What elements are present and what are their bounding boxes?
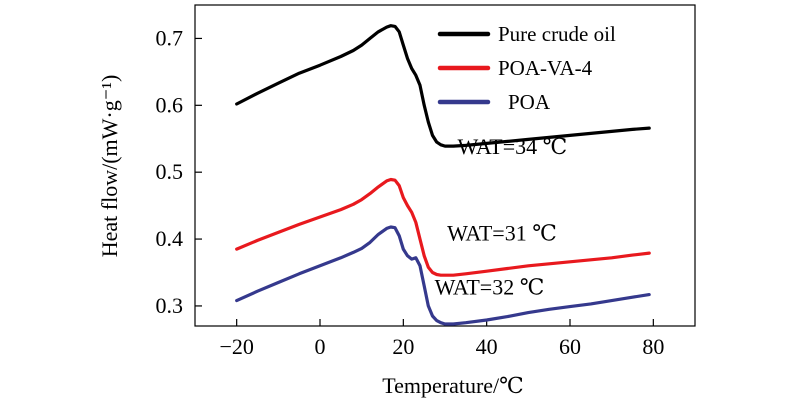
x-axis-title: Temperature/℃ (382, 373, 524, 398)
y-axis-title: Heat flow/(mW·g⁻¹) (97, 75, 122, 258)
x-tick-label: 20 (392, 334, 414, 359)
y-tick-label: 0.7 (156, 25, 184, 50)
y-tick-label: 0.3 (156, 293, 184, 318)
x-tick-label: −20 (219, 334, 253, 359)
x-tick-label: 60 (559, 334, 581, 359)
y-tick-label: 0.6 (156, 92, 184, 117)
legend-label: POA (508, 90, 551, 114)
legend-label: Pure crude oil (498, 22, 616, 46)
x-tick-label: 0 (315, 334, 326, 359)
y-tick-label: 0.5 (156, 159, 184, 184)
series-line-poa (235, 225, 651, 326)
x-tick-label: 80 (642, 334, 664, 359)
series-line-poa-va-4 (235, 177, 651, 277)
series-line-pure-crude-oil (235, 24, 651, 148)
y-tick-label: 0.4 (156, 226, 184, 251)
legend-label: POA-VA-4 (498, 56, 593, 80)
plot-frame (194, 4, 696, 327)
wat-annotation: WAT=32 ℃ (435, 275, 545, 300)
wat-annotation: WAT=31 ℃ (447, 220, 557, 245)
wat-annotation: WAT=34 ℃ (458, 134, 568, 159)
x-tick-label: 40 (476, 334, 498, 359)
